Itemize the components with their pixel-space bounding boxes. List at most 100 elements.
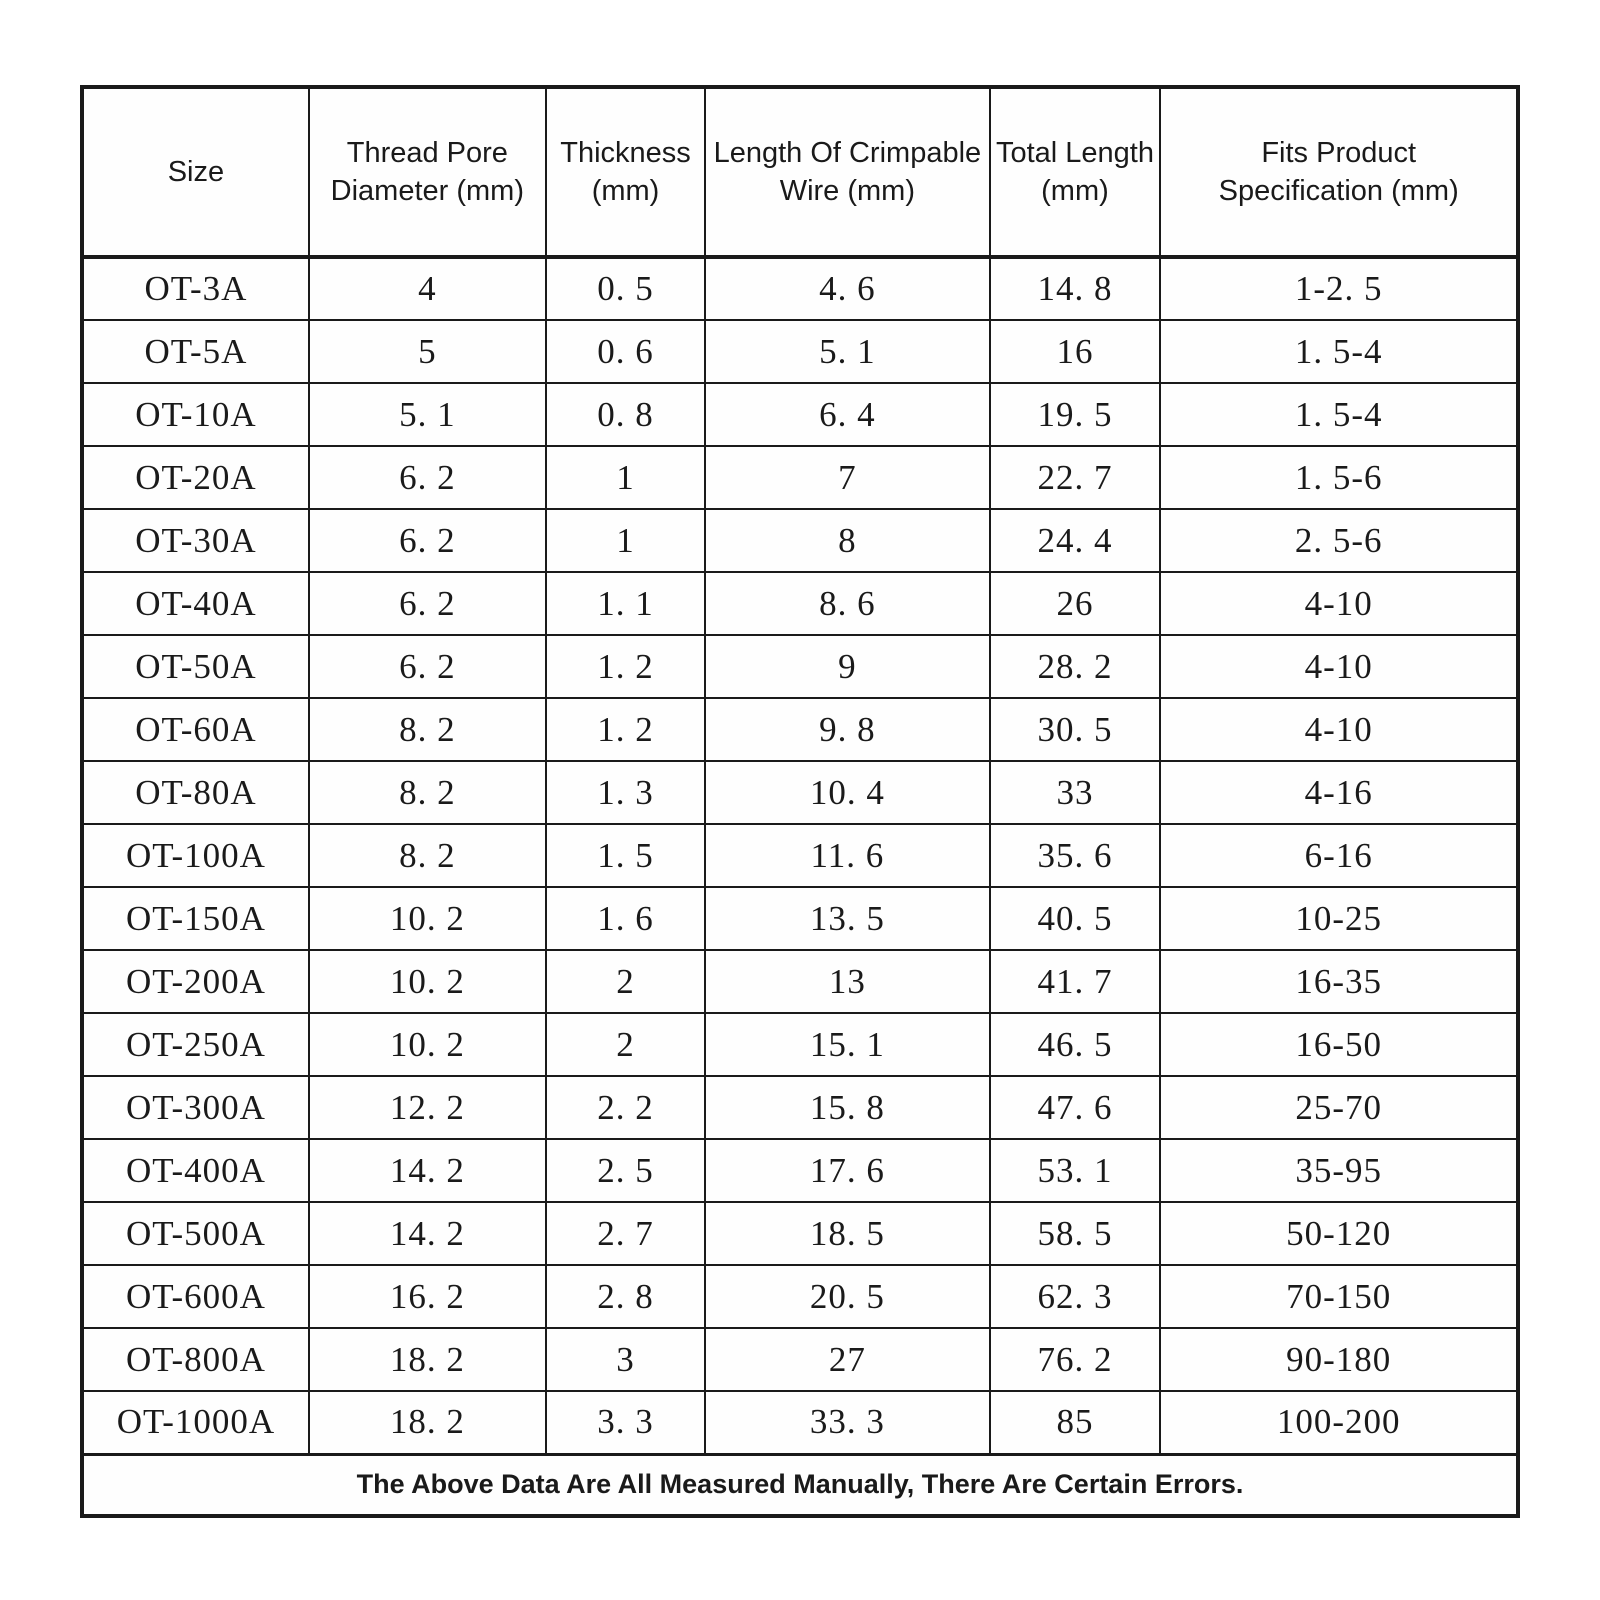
size-cell: OT-3A: [81, 256, 310, 321]
spec-table: Size Thread Pore Diameter (mm) Thickness…: [80, 85, 1520, 1518]
value-cell: 16. 2: [307, 1264, 547, 1329]
size-cell: OT-150A: [81, 886, 310, 951]
table-row: OT-600A 16. 2 2. 8 20. 5 62. 3 70-150: [81, 1264, 1519, 1329]
value-cell: 4: [307, 256, 547, 321]
column-header-crimpable-wire-length: Length Of Crimpable Wire (mm): [704, 86, 991, 259]
table-row: OT-150A 10. 2 1. 6 13. 5 40. 5 10-25: [81, 886, 1519, 951]
value-cell: 8. 2: [307, 823, 547, 888]
value-cell: 9: [704, 634, 991, 699]
table-header: Size Thread Pore Diameter (mm) Thickness…: [81, 86, 1519, 259]
column-header-total-length: Total Length (mm): [988, 86, 1162, 259]
table-row: OT-100A 8. 2 1. 5 11. 6 35. 6 6-16: [81, 823, 1519, 888]
value-cell: 16: [988, 319, 1162, 384]
value-cell: 10. 2: [307, 886, 547, 951]
value-cell: 1: [544, 445, 707, 510]
value-cell: 2. 7: [544, 1201, 707, 1266]
size-cell: OT-600A: [81, 1264, 310, 1329]
value-cell: 19. 5: [988, 382, 1162, 447]
header-row: Size Thread Pore Diameter (mm) Thickness…: [81, 86, 1519, 259]
value-cell: 1-2. 5: [1159, 256, 1519, 321]
table-row: OT-200A 10. 2 2 13 41. 7 16-35: [81, 949, 1519, 1014]
value-cell: 8: [704, 508, 991, 573]
size-cell: OT-60A: [81, 697, 310, 762]
value-cell: 1. 6: [544, 886, 707, 951]
value-cell: 14. 8: [988, 256, 1162, 321]
value-cell: 1: [544, 508, 707, 573]
table-row: OT-10A 5. 1 0. 8 6. 4 19. 5 1. 5-4: [81, 382, 1519, 447]
value-cell: 1. 5-6: [1159, 445, 1519, 510]
value-cell: 35-95: [1159, 1138, 1519, 1203]
size-cell: OT-800A: [81, 1327, 310, 1392]
value-cell: 13. 5: [704, 886, 991, 951]
value-cell: 16-50: [1159, 1012, 1519, 1077]
value-cell: 100-200: [1159, 1390, 1519, 1455]
table-row: OT-400A 14. 2 2. 5 17. 6 53. 1 35-95: [81, 1138, 1519, 1203]
value-cell: 18. 5: [704, 1201, 991, 1266]
size-cell: OT-1000A: [81, 1390, 310, 1455]
value-cell: 12. 2: [307, 1075, 547, 1140]
value-cell: 15. 8: [704, 1075, 991, 1140]
value-cell: 4-16: [1159, 760, 1519, 825]
column-header-thickness: Thickness (mm): [544, 86, 707, 259]
value-cell: 6. 4: [704, 382, 991, 447]
value-cell: 4-10: [1159, 571, 1519, 636]
value-cell: 8. 2: [307, 760, 547, 825]
value-cell: 26: [988, 571, 1162, 636]
value-cell: 1. 5: [544, 823, 707, 888]
value-cell: 33. 3: [704, 1390, 991, 1455]
size-cell: OT-250A: [81, 1012, 310, 1077]
value-cell: 6. 2: [307, 508, 547, 573]
value-cell: 2. 5-6: [1159, 508, 1519, 573]
value-cell: 5: [307, 319, 547, 384]
value-cell: 1. 1: [544, 571, 707, 636]
size-cell: OT-20A: [81, 445, 310, 510]
table-row: OT-80A 8. 2 1. 3 10. 4 33 4-16: [81, 760, 1519, 825]
value-cell: 10. 2: [307, 949, 547, 1014]
value-cell: 28. 2: [988, 634, 1162, 699]
value-cell: 5. 1: [704, 319, 991, 384]
value-cell: 0. 5: [544, 256, 707, 321]
value-cell: 2: [544, 949, 707, 1014]
table-row: OT-250A 10. 2 2 15. 1 46. 5 16-50: [81, 1012, 1519, 1077]
column-header-thread-pore-diameter: Thread Pore Diameter (mm): [307, 86, 547, 259]
value-cell: 3: [544, 1327, 707, 1392]
table-row: OT-800A 18. 2 3 27 76. 2 90-180: [81, 1327, 1519, 1392]
value-cell: 17. 6: [704, 1138, 991, 1203]
value-cell: 6. 2: [307, 445, 547, 510]
size-cell: OT-10A: [81, 382, 310, 447]
value-cell: 16-35: [1159, 949, 1519, 1014]
value-cell: 3. 3: [544, 1390, 707, 1455]
value-cell: 8. 6: [704, 571, 991, 636]
value-cell: 18. 2: [307, 1327, 547, 1392]
value-cell: 40. 5: [988, 886, 1162, 951]
size-cell: OT-30A: [81, 508, 310, 573]
table-row: OT-3A 4 0. 5 4. 6 14. 8 1-2. 5: [81, 256, 1519, 321]
table-row: OT-40A 6. 2 1. 1 8. 6 26 4-10: [81, 571, 1519, 636]
value-cell: 1. 5-4: [1159, 319, 1519, 384]
value-cell: 4. 6: [704, 256, 991, 321]
value-cell: 15. 1: [704, 1012, 991, 1077]
value-cell: 2. 5: [544, 1138, 707, 1203]
table-row: OT-500A 14. 2 2. 7 18. 5 58. 5 50-120: [81, 1201, 1519, 1266]
value-cell: 47. 6: [988, 1075, 1162, 1140]
value-cell: 10. 2: [307, 1012, 547, 1077]
column-header-fits-product-spec: Fits Product Specification (mm): [1159, 86, 1519, 259]
value-cell: 10. 4: [704, 760, 991, 825]
value-cell: 1. 2: [544, 634, 707, 699]
value-cell: 27: [704, 1327, 991, 1392]
value-cell: 58. 5: [988, 1201, 1162, 1266]
table-foot: The Above Data Are All Measured Manually…: [81, 1452, 1519, 1517]
value-cell: 53. 1: [988, 1138, 1162, 1203]
size-cell: OT-40A: [81, 571, 310, 636]
value-cell: 24. 4: [988, 508, 1162, 573]
value-cell: 4-10: [1159, 697, 1519, 762]
value-cell: 7: [704, 445, 991, 510]
value-cell: 1. 2: [544, 697, 707, 762]
value-cell: 1. 5-4: [1159, 382, 1519, 447]
value-cell: 76. 2: [988, 1327, 1162, 1392]
size-cell: OT-400A: [81, 1138, 310, 1203]
value-cell: 2. 8: [544, 1264, 707, 1329]
size-cell: OT-500A: [81, 1201, 310, 1266]
column-header-size: Size: [81, 86, 310, 259]
